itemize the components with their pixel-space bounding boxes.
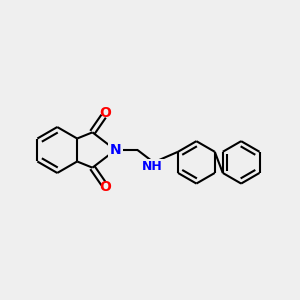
Text: O: O	[99, 106, 111, 120]
Text: O: O	[99, 180, 111, 194]
Text: NH: NH	[142, 160, 163, 173]
Text: N: N	[110, 143, 121, 157]
